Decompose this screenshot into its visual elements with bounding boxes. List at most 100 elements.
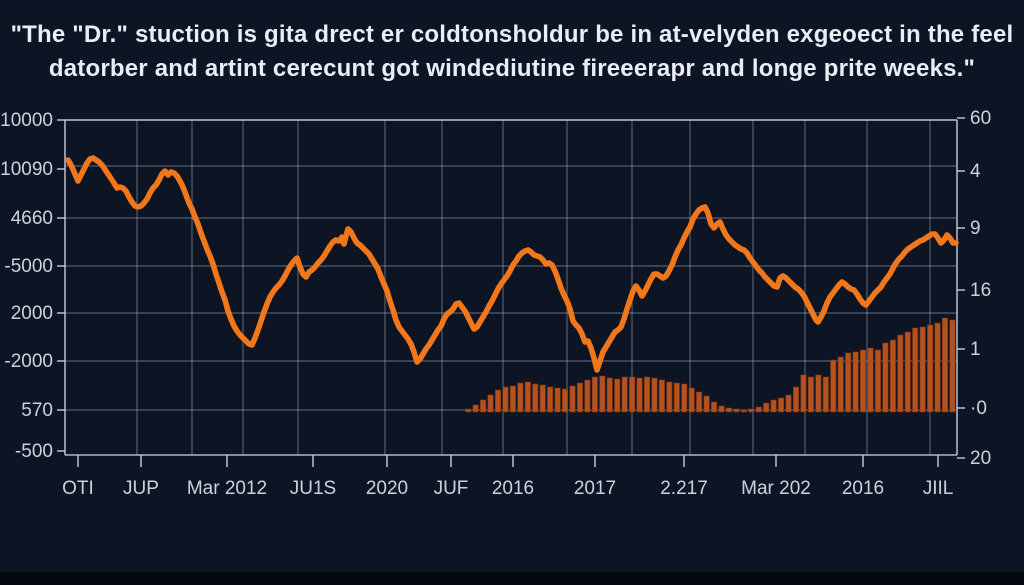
volume-bar [763,402,770,413]
right-axis-label: 20 [970,448,991,469]
x-axis-label: Mar 2012 [187,478,267,499]
volume-bar [725,407,732,413]
right-axis-label: 60 [970,108,991,129]
volume-bar [800,374,807,413]
volume-bar [696,391,703,413]
volume-bar [688,387,695,413]
volume-bar [576,382,583,413]
volume-bar [718,405,725,413]
volume-bar [904,331,911,413]
volume-bar [830,359,837,413]
volume-bar [472,404,479,413]
left-axis-label: 10090 [0,159,53,180]
volume-bar [554,387,561,413]
volume-bar [882,342,889,413]
x-axis-label: JUP [123,478,159,499]
volume-bar [755,406,762,413]
x-axis-label: Mar 202 [741,478,811,499]
volume-bar [852,351,859,413]
volume-bar [666,381,673,413]
volume-bar [703,395,710,413]
volume-bar [509,385,516,413]
volume-bar [584,379,591,413]
volume-bar [740,409,747,413]
volume-bar [569,385,576,413]
right-axis-label: 4 [970,161,981,182]
left-axis-label: -500 [15,441,53,462]
x-axis-label: 2020 [366,478,408,499]
volume-bar [562,388,569,413]
volume-bar [629,376,636,413]
chart-quote-line2: datorber and artint cerecunt got windedi… [48,55,976,82]
volume-bar [599,375,606,413]
chart-quote-line1: "The "Dr." stuction is gita drect er col… [10,21,1014,48]
volume-bar [606,377,613,413]
right-axis-label: 16 [970,280,991,301]
x-axis-label: JUF [434,478,469,499]
volume-bar [748,408,755,413]
right-axis-label: 1 [970,339,981,360]
volume-bar [770,399,777,413]
volume-bars [465,317,956,413]
volume-bar [860,349,867,413]
volume-bar [547,386,554,413]
volume-bar [651,377,658,413]
volume-bar [480,399,487,413]
left-axis-labels: 10000 10090 4660 -5000 2000 -2000 570 -500 [0,110,53,462]
volume-bar [636,377,643,413]
left-axis-label: -2000 [4,351,53,372]
volume-bar [614,378,621,413]
left-axis-label: 10000 [0,110,53,131]
volume-bar [524,381,531,413]
volume-bar [941,317,948,413]
volume-bar [711,401,718,413]
volume-bar [934,322,941,413]
x-axis-label: JU1S [290,478,336,499]
bottom-letterbox [0,572,1024,585]
volume-bar [815,374,822,413]
volume-bar [897,334,904,413]
volume-bar [681,383,688,413]
volume-bar [539,384,546,413]
volume-bar [949,319,956,413]
x-axis-label: OTI [62,478,94,499]
volume-bar [889,339,896,413]
x-axis-label: 2017 [574,478,616,499]
volume-bar [912,327,919,413]
volume-bar [785,394,792,413]
volume-bar [837,356,844,413]
volume-bar [532,383,539,413]
right-axis-label: 9 [970,218,981,239]
chart-quote-title: "The "Dr." stuction is gita drect er col… [0,18,1024,86]
volume-bar [673,382,680,413]
volume-bar [919,326,926,413]
right-axis-label: ·0 [970,398,987,419]
price-line-path [65,155,959,373]
axis-frame [57,117,965,467]
x-axis-label: 2016 [492,478,534,499]
volume-bar [792,386,799,413]
x-axis-labels: OTI JUP Mar 2012 JU1S 2020 JUF 2016 2017 2.217 Ma… [62,478,953,499]
volume-bar [643,376,650,413]
volume-bar [487,394,494,413]
volume-bar [927,324,934,413]
volume-bar [502,386,509,413]
left-axis-label: 570 [21,400,53,421]
right-axis-labels: 60 4 9 16 1 ·0 20 [970,108,991,469]
left-axis-label: 2000 [11,303,53,324]
volume-bar [658,379,665,413]
volume-bar [874,349,881,413]
volume-bar [465,408,472,413]
volume-bar [494,389,501,413]
x-axis-label: 2016 [842,478,884,499]
left-axis-label: -5000 [4,256,53,277]
x-axis-label: 2.217 [660,478,708,499]
volume-bar [845,352,852,413]
volume-bar [822,376,829,413]
x-axis-label: JIIL [923,478,954,499]
price-line [65,155,959,373]
volume-bar [621,376,628,413]
volume-bar [591,376,598,413]
volume-bar [807,376,814,413]
